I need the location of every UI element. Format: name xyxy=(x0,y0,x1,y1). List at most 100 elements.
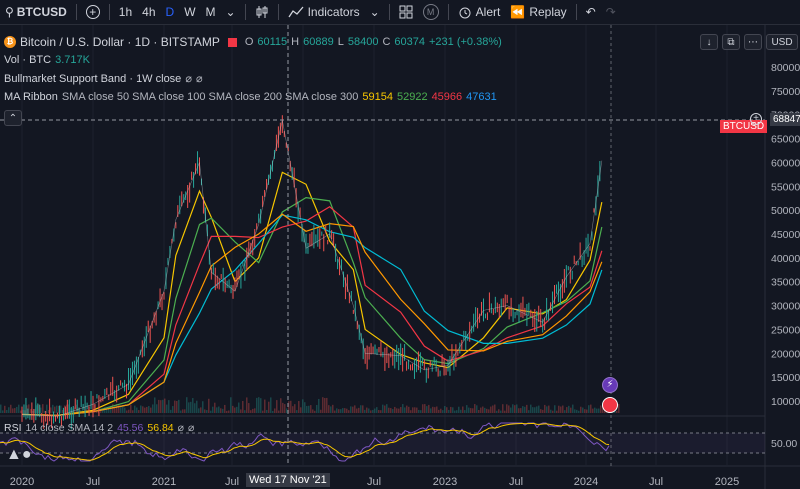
ma-value-100: 52922 xyxy=(396,91,428,103)
change-value: +231 (+0.38%) xyxy=(428,36,502,48)
alert-button[interactable]: Alert xyxy=(453,0,506,25)
price-chart[interactable]: 50.00 8000075000700006500060000550005000… xyxy=(0,25,800,489)
undo-button[interactable]: ↶ xyxy=(581,0,601,25)
price-axis-tick: 45000 xyxy=(771,229,800,241)
price-line xyxy=(21,120,603,417)
symbol-search[interactable]: ⚲ BTCUSD xyxy=(0,0,72,25)
volume-bar xyxy=(82,406,84,413)
rsi-legend[interactable]: RSI 14 close SMA 14 2 45.56 56.84 ⌀ ⌀ xyxy=(4,422,194,434)
interval-m[interactable]: M xyxy=(205,5,216,19)
rewind-icon: ⏪ xyxy=(510,5,526,19)
volume-bar xyxy=(164,398,166,413)
volume-bar xyxy=(280,398,282,413)
volume-bar xyxy=(152,404,154,413)
volume-bar xyxy=(46,404,48,413)
volume-bar xyxy=(526,404,528,413)
volume-bar xyxy=(338,409,340,413)
volume-bar xyxy=(428,404,430,413)
volume-bar xyxy=(216,407,218,413)
volume-bar xyxy=(300,407,302,413)
indicator-templates-button[interactable]: ⌄ xyxy=(365,0,385,25)
ma-ribbon-line xyxy=(21,197,603,416)
volume-bar xyxy=(302,399,304,413)
volume-bar xyxy=(202,401,204,413)
volume-bar xyxy=(460,409,462,413)
ma-ribbon xyxy=(21,171,603,416)
collapse-legend-button[interactable]: ⌃ xyxy=(4,110,22,126)
more-button[interactable]: ⋯ xyxy=(744,34,762,50)
volume-bar xyxy=(206,410,208,413)
symbol-legend[interactable]: ₿ Bitcoin / U.S. Dollar · 1D · BITSTAMP … xyxy=(4,35,502,49)
volume-bar xyxy=(382,404,384,413)
interval-1h[interactable]: 1h xyxy=(118,5,133,19)
arrow-down-icon: ↓ xyxy=(706,36,712,48)
volume-bar xyxy=(462,406,464,413)
indicators-label: Indicators xyxy=(307,5,360,19)
volume-bar xyxy=(72,408,74,413)
time-axis-tick: Jul xyxy=(509,476,523,488)
volume-bar xyxy=(598,408,600,413)
volume-legend[interactable]: Vol · BTC 3.717K xyxy=(4,54,90,66)
add-alert-plus-icon[interactable]: + xyxy=(750,113,762,125)
volume-bar xyxy=(128,409,130,413)
currency-selector[interactable]: USD xyxy=(766,34,798,50)
volume-bar xyxy=(488,409,490,413)
scroll-down-button[interactable]: ↓ xyxy=(700,34,718,50)
volume-bar xyxy=(410,410,412,413)
interval-w[interactable]: W xyxy=(184,5,196,19)
price-axis-tick: 10000 xyxy=(771,396,800,408)
grid-lines xyxy=(0,25,800,489)
divider xyxy=(277,4,279,20)
lightning-event-icon[interactable]: ⚡ xyxy=(602,377,618,393)
volume-bar xyxy=(0,404,2,413)
chart-type-button[interactable] xyxy=(250,0,274,25)
macro-button[interactable]: M xyxy=(418,0,444,25)
volume-bar xyxy=(332,404,334,413)
close-value: 60374 xyxy=(394,36,425,48)
us-flag-event-icon[interactable] xyxy=(602,397,618,413)
bull-band-legend[interactable]: Bullmarket Support Band · 1W close ⌀ ⌀ xyxy=(4,72,203,86)
price-axis-tick: 80000 xyxy=(771,62,800,74)
price-axis-tick: 25000 xyxy=(771,324,800,336)
volume-bar xyxy=(258,397,260,413)
volume-bar xyxy=(600,405,602,413)
volume-bar xyxy=(442,410,444,413)
rsi-label: RSI xyxy=(4,422,22,434)
volume-bar xyxy=(110,406,112,413)
redo-button[interactable]: ↷ xyxy=(601,0,621,25)
volume-bar xyxy=(262,410,264,413)
volume-bar xyxy=(480,407,482,413)
replay-button[interactable]: ⏪ Replay xyxy=(505,0,571,25)
volume-bar xyxy=(290,400,292,413)
volume-bar xyxy=(400,407,402,413)
volume-bar xyxy=(536,406,538,413)
volume-bar xyxy=(434,407,436,413)
layout-button[interactable] xyxy=(394,0,418,25)
compare-add-button[interactable]: + xyxy=(81,0,105,25)
chart-area[interactable]: 50.00 8000075000700006500060000550005000… xyxy=(0,25,800,489)
candles-icon xyxy=(256,6,268,18)
interval-dropdown[interactable]: ⌄ xyxy=(221,0,241,25)
interval-4h[interactable]: 4h xyxy=(142,5,156,19)
fullscreen-button[interactable]: ⧉ xyxy=(722,34,740,50)
interval-d[interactable]: D xyxy=(165,5,175,19)
alert-label: Alert xyxy=(475,5,501,19)
ma-ribbon-legend[interactable]: MA Ribbon SMA close 50 SMA close 100 SMA… xyxy=(4,91,497,103)
volume-bar xyxy=(534,407,536,413)
volume-bar xyxy=(422,404,424,413)
volume-bar xyxy=(562,405,564,413)
volume-bar xyxy=(208,398,210,413)
flag-icon[interactable] xyxy=(227,37,237,47)
volume-bar xyxy=(126,410,128,413)
high-label: H xyxy=(291,36,300,48)
time-axis-tick: 2025 xyxy=(715,476,739,488)
volume-bar xyxy=(596,408,598,413)
volume-bar xyxy=(454,410,456,413)
volume-bar xyxy=(406,405,408,413)
volume-bar xyxy=(408,406,410,413)
indicators-button[interactable]: Indicators xyxy=(283,0,365,25)
volume-bar xyxy=(550,409,552,413)
rsi-params: 14 close SMA 14 2 xyxy=(25,422,114,434)
volume-bar xyxy=(548,405,550,413)
volume-bar xyxy=(334,410,336,413)
